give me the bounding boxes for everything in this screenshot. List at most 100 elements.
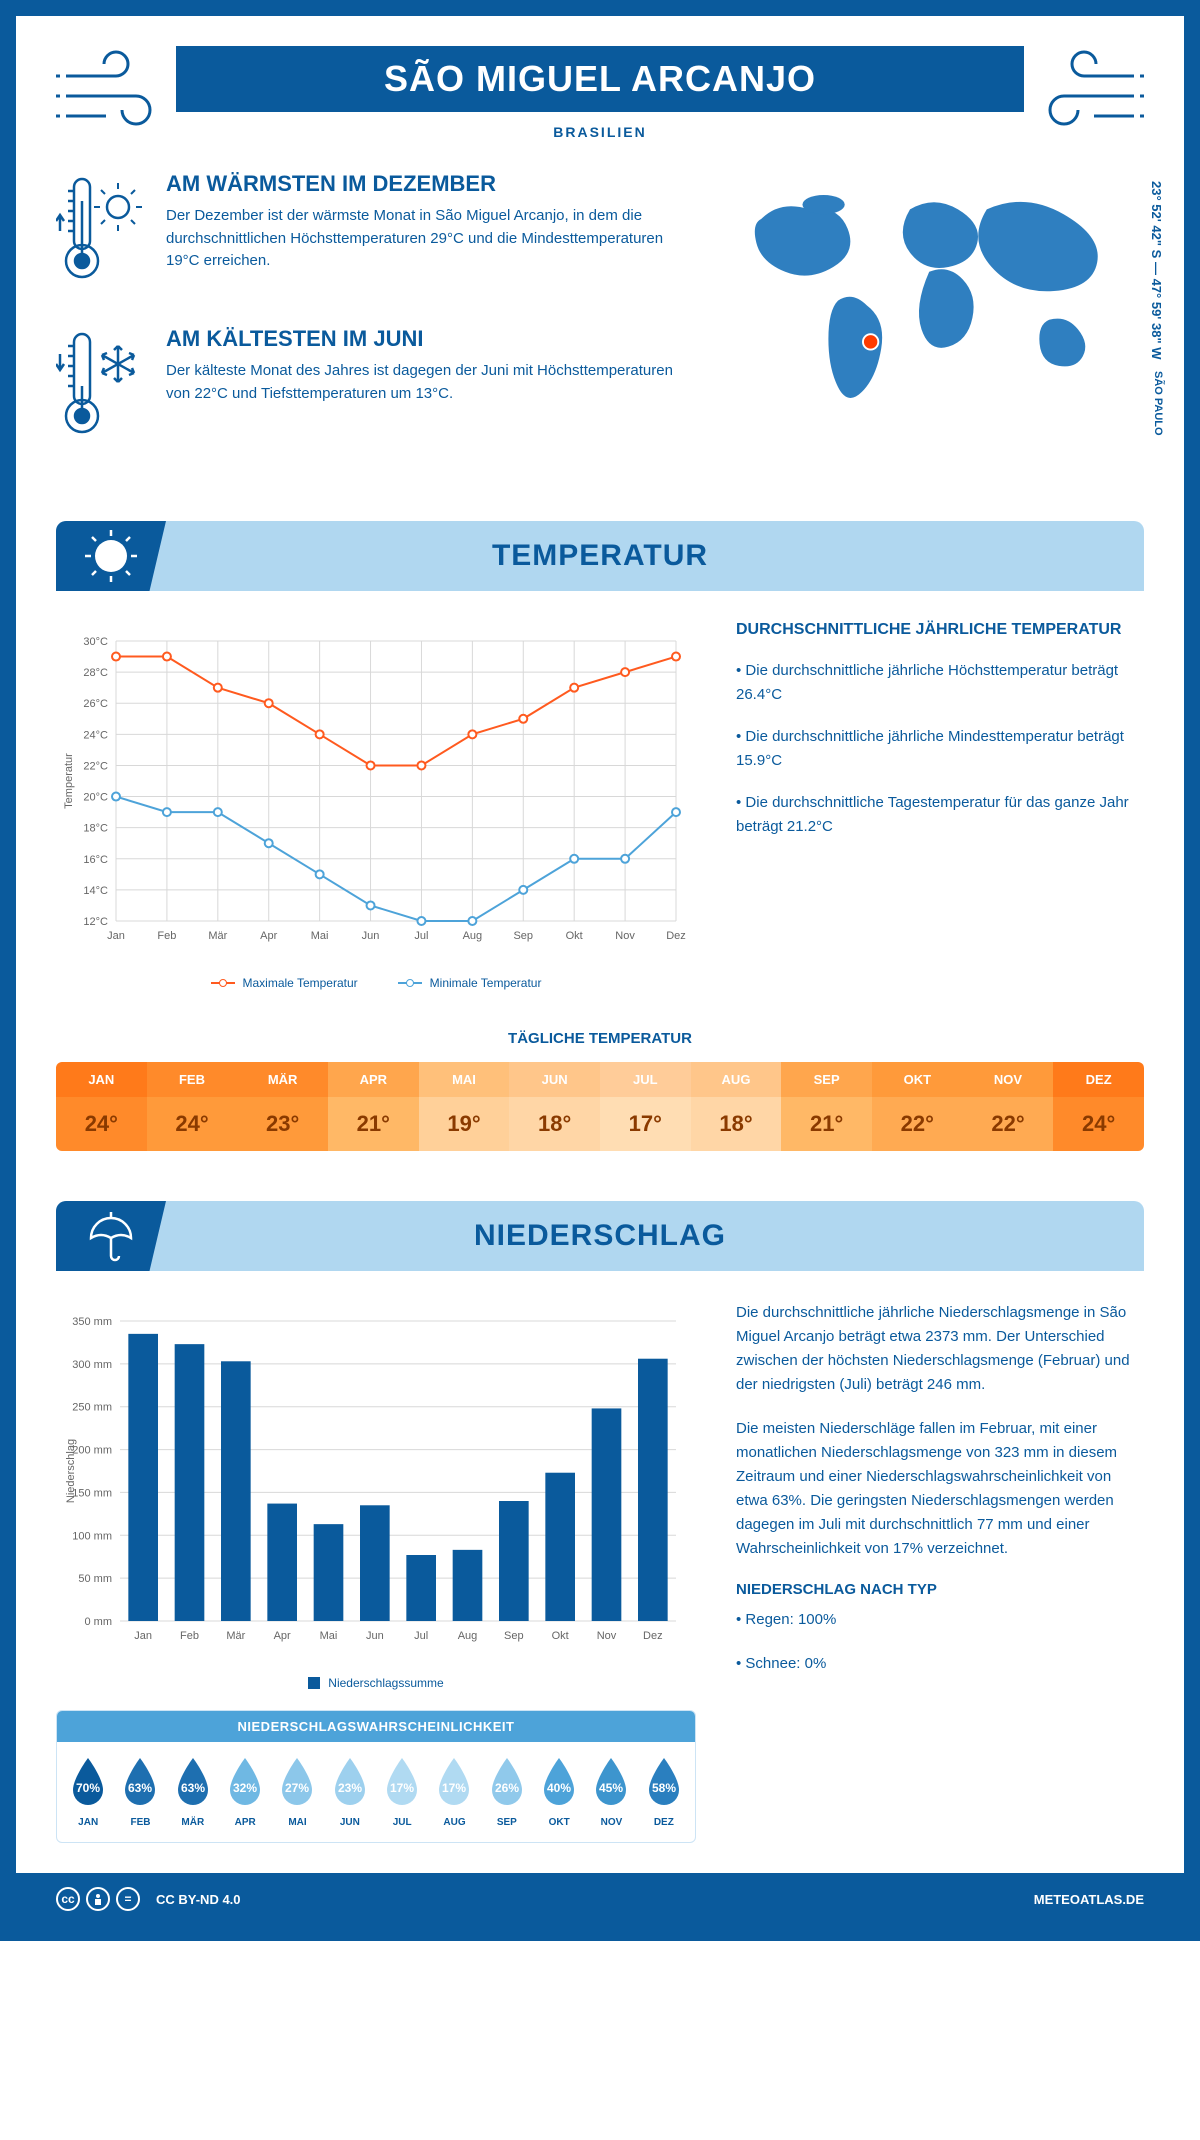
svg-text:Nov: Nov xyxy=(615,930,635,942)
svg-text:Mär: Mär xyxy=(226,1630,245,1642)
svg-text:Mai: Mai xyxy=(311,930,329,942)
svg-text:50 mm: 50 mm xyxy=(78,1573,112,1585)
svg-text:300 mm: 300 mm xyxy=(72,1359,112,1371)
prob-month: FEB xyxy=(115,1817,165,1836)
svg-text:22°C: 22°C xyxy=(83,760,108,772)
wind-icon-right xyxy=(1004,46,1144,141)
coldest-text: Der kälteste Monat des Jahres ist dagege… xyxy=(166,360,694,405)
prob-month: APR xyxy=(220,1817,270,1836)
region-label: SÃO PAULO xyxy=(1152,371,1164,436)
svg-text:Jul: Jul xyxy=(414,1630,428,1642)
svg-text:Jun: Jun xyxy=(362,930,380,942)
prob-drop: 27% xyxy=(272,1754,322,1811)
prob-drop: 63% xyxy=(168,1754,218,1811)
svg-text:20°C: 20°C xyxy=(83,792,108,804)
daily-val: 19° xyxy=(419,1097,510,1151)
svg-text:Okt: Okt xyxy=(552,1630,569,1642)
svg-text:Dez: Dez xyxy=(666,930,686,942)
precipitation-info: Die durchschnittliche jährliche Niedersc… xyxy=(736,1301,1144,1843)
svg-text:32%: 32% xyxy=(233,1781,257,1795)
daily-head: MAI xyxy=(419,1062,510,1097)
daily-val: 23° xyxy=(237,1097,328,1151)
svg-text:Nov: Nov xyxy=(597,1630,617,1642)
svg-text:200 mm: 200 mm xyxy=(72,1445,112,1457)
svg-text:Sep: Sep xyxy=(513,930,533,942)
precipitation-probability: NIEDERSCHLAGSWAHRSCHEINLICHKEIT 70%63%63… xyxy=(56,1710,696,1843)
svg-text:28°C: 28°C xyxy=(83,667,108,679)
svg-text:150 mm: 150 mm xyxy=(72,1487,112,1499)
daily-head: OKT xyxy=(872,1062,963,1097)
svg-text:Mär: Mär xyxy=(208,930,227,942)
by-icon xyxy=(86,1887,110,1911)
svg-text:17%: 17% xyxy=(390,1781,414,1795)
svg-text:Okt: Okt xyxy=(566,930,583,942)
prob-month: SEP xyxy=(482,1817,532,1836)
temperature-line-chart: 12°C14°C16°C18°C20°C22°C24°C26°C28°C30°C… xyxy=(56,621,696,990)
nd-icon: = xyxy=(116,1887,140,1911)
svg-text:Sep: Sep xyxy=(504,1630,524,1642)
coldest-title: AM KÄLTESTEN IM JUNI xyxy=(166,326,694,352)
warmest-text: Der Dezember ist der wärmste Monat in Sã… xyxy=(166,205,694,273)
daily-val: 17° xyxy=(600,1097,691,1151)
daily-val: 18° xyxy=(509,1097,600,1151)
daily-head: SEP xyxy=(781,1062,872,1097)
svg-text:Jun: Jun xyxy=(366,1630,384,1642)
location-marker-icon xyxy=(863,334,878,349)
daily-head: APR xyxy=(328,1062,419,1097)
svg-text:Feb: Feb xyxy=(157,930,176,942)
precip-p2: Die meisten Niederschläge fallen im Febr… xyxy=(736,1417,1144,1561)
prob-drop: 45% xyxy=(586,1754,636,1811)
wind-icon-left xyxy=(56,46,196,141)
prob-drop: 70% xyxy=(63,1754,113,1811)
daily-val: 24° xyxy=(147,1097,238,1151)
precip-type1: • Regen: 100% xyxy=(736,1608,1144,1632)
temp-chart-legend: Maximale Temperatur Minimale Temperatur xyxy=(56,976,696,990)
temp-info-b3: • Die durchschnittliche Tagestemperatur … xyxy=(736,791,1144,839)
svg-text:Niederschlag: Niederschlag xyxy=(65,1439,77,1503)
daily-head: MÄR xyxy=(237,1062,328,1097)
temperature-section-banner: TEMPERATUR xyxy=(56,521,1144,591)
country-subtitle: BRASILIEN xyxy=(196,124,1004,140)
svg-text:70%: 70% xyxy=(76,1781,100,1795)
svg-text:16°C: 16°C xyxy=(83,854,108,866)
svg-text:14°C: 14°C xyxy=(83,885,108,897)
svg-text:26%: 26% xyxy=(495,1781,519,1795)
svg-text:30°C: 30°C xyxy=(83,636,108,648)
temp-info-b1: • Die durchschnittliche jährliche Höchst… xyxy=(736,659,1144,707)
svg-text:26°C: 26°C xyxy=(83,698,108,710)
svg-text:Apr: Apr xyxy=(274,1630,291,1642)
world-map-svg xyxy=(724,171,1144,411)
umbrella-icon xyxy=(83,1208,139,1264)
svg-text:Apr: Apr xyxy=(260,930,277,942)
thermometer-snow-icon xyxy=(56,326,146,451)
svg-text:Aug: Aug xyxy=(463,930,483,942)
prob-month: NOV xyxy=(586,1817,636,1836)
daily-head: AUG xyxy=(691,1062,782,1097)
thermometer-sun-icon xyxy=(56,171,146,296)
site-name: METEOATLAS.DE xyxy=(1034,1892,1144,1907)
legend-max: Maximale Temperatur xyxy=(243,976,358,990)
temp-info-title: DURCHSCHNITTLICHE JÄHRLICHE TEMPERATUR xyxy=(736,621,1144,639)
legend-min: Minimale Temperatur xyxy=(430,976,542,990)
daily-val: 24° xyxy=(56,1097,147,1151)
prob-drop: 63% xyxy=(115,1754,165,1811)
daily-temp-title: TÄGLICHE TEMPERATUR xyxy=(56,1030,1144,1047)
daily-head: DEZ xyxy=(1053,1062,1144,1097)
temp-info-b2: • Die durchschnittliche jährliche Mindes… xyxy=(736,725,1144,773)
svg-text:Feb: Feb xyxy=(180,1630,199,1642)
daily-val: 18° xyxy=(691,1097,782,1151)
header: SÃO MIGUEL ARCANJO BRASILIEN xyxy=(56,46,1144,141)
coldest-fact: AM KÄLTESTEN IM JUNI Der kälteste Monat … xyxy=(56,326,694,451)
prob-drop: 23% xyxy=(325,1754,375,1811)
precipitation-bar-chart: 0 mm50 mm100 mm150 mm200 mm250 mm300 mm3… xyxy=(56,1301,696,1690)
prob-drop: 58% xyxy=(639,1754,689,1811)
precipitation-title: NIEDERSCHLAG xyxy=(56,1219,1144,1253)
prob-month: JAN xyxy=(63,1817,113,1836)
svg-text:18°C: 18°C xyxy=(83,823,108,835)
daily-temp-table: JANFEBMÄRAPRMAIJUNJULAUGSEPOKTNOVDEZ24°2… xyxy=(56,1062,1144,1151)
svg-text:Aug: Aug xyxy=(458,1630,478,1642)
prob-drop: 40% xyxy=(534,1754,584,1811)
svg-text:23%: 23% xyxy=(338,1781,362,1795)
svg-text:0 mm: 0 mm xyxy=(85,1616,113,1628)
daily-val: 21° xyxy=(328,1097,419,1151)
